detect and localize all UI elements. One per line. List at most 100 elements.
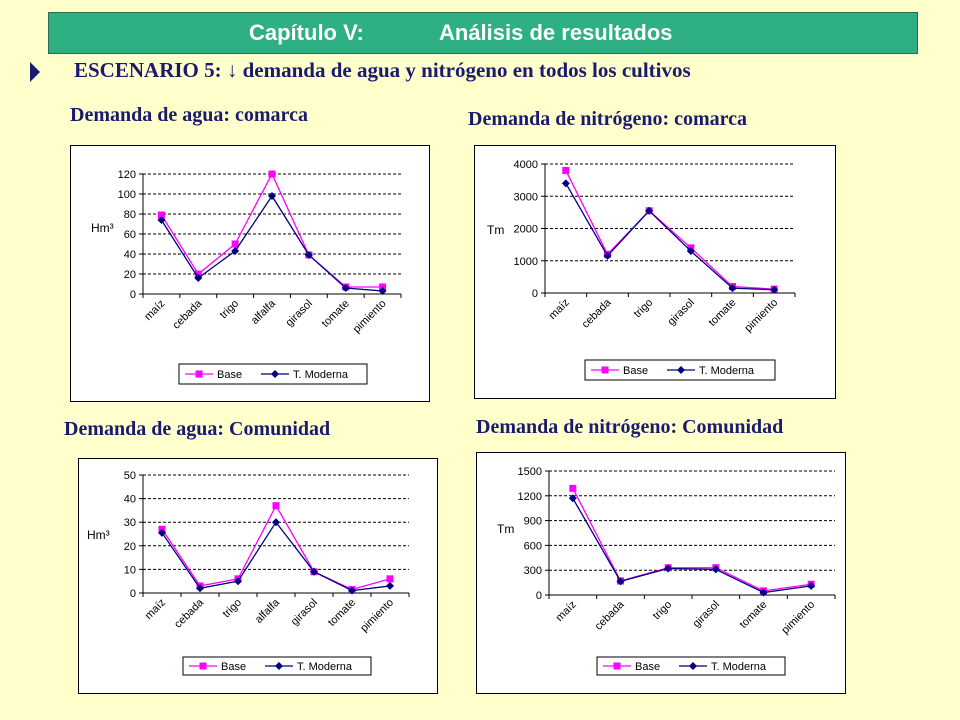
chart-title-agua-comarca: Demanda de agua: comarca: [70, 104, 308, 126]
data-point-moderna: [158, 528, 166, 537]
data-point-moderna: [234, 577, 242, 586]
y-axis-label: Tm: [497, 522, 514, 536]
x-tick-label: maíz: [547, 297, 572, 322]
data-point-moderna: [341, 284, 350, 292]
chart-title-nitrogeno-comunidad: Demanda de nitrógeno: Comunidad: [476, 416, 784, 438]
legend-label-base: Base: [217, 369, 242, 381]
data-point-moderna: [231, 247, 240, 255]
x-tick-label: cebada: [580, 296, 615, 331]
data-point-moderna: [310, 567, 318, 576]
series-line-moderna: [565, 183, 775, 291]
series-line-base: [160, 172, 383, 288]
data-point-moderna: [568, 494, 577, 503]
data-point-base: [268, 170, 276, 178]
data-point-moderna: [348, 586, 356, 595]
x-tick-label: pimiento: [742, 297, 780, 335]
y-tick-label: 20: [124, 269, 136, 281]
x-tick-label: trigo: [218, 298, 242, 322]
legend-marker-base: [199, 662, 207, 670]
legend-marker-moderna: [689, 662, 697, 670]
data-point-moderna: [196, 584, 204, 593]
chart-svg: 0 10 20 30 40 50 Hm³ maíz cebada trigo alfalfa gira…: [87, 470, 410, 676]
chart-title-nitrogeno-comarca: Demanda de nitrógeno: comarca: [468, 108, 748, 130]
legend-marker-base: [613, 662, 621, 670]
x-tick-label: trigo: [632, 297, 656, 321]
x-tick-label: maíz: [554, 599, 579, 624]
data-point-moderna: [645, 206, 654, 215]
legend-label-moderna: T. Moderna: [293, 369, 349, 381]
legend-label-moderna: T. Moderna: [699, 365, 755, 377]
data-point-moderna: [664, 564, 673, 573]
x-tick-label: trigo: [220, 597, 244, 621]
y-tick-label: 300: [524, 565, 542, 577]
data-point-moderna: [194, 274, 203, 282]
legend-label-base: Base: [623, 365, 648, 377]
legend-marker-base: [601, 366, 609, 374]
y-axis-label: Hm³: [87, 528, 110, 542]
x-tick-label: girasol: [691, 599, 722, 630]
data-point-base: [157, 211, 165, 219]
series-line-moderna: [572, 497, 812, 594]
x-tick-label: trigo: [651, 599, 675, 623]
y-axis-label: Hm³: [91, 221, 114, 235]
x-tick-label: girasol: [284, 298, 315, 329]
data-point-moderna: [157, 216, 166, 224]
y-tick-label: 30: [124, 517, 136, 529]
chapter-title: Análisis de resultados: [439, 20, 673, 45]
y-tick-label: 4000: [514, 159, 538, 171]
chart-svg: 0 300 600 900 1200 1500 Tm maíz cebada trigo giras…: [497, 466, 836, 676]
x-tick-label: pimiento: [358, 597, 396, 635]
y-tick-label: 50: [124, 470, 136, 482]
data-point-moderna: [728, 284, 737, 293]
data-point-moderna: [561, 179, 570, 188]
data-point-base: [194, 270, 202, 278]
chapter-header: Capítulo V: Análisis de resultados: [48, 12, 918, 54]
legend-label-base: Base: [221, 661, 246, 673]
data-point-moderna: [759, 588, 768, 597]
scenario-text: ESCENARIO 5: ↓ demanda de agua y nitróge…: [74, 58, 691, 82]
x-tick-label: tomate: [320, 298, 352, 330]
series-line-base: [565, 170, 775, 290]
y-tick-label: 3000: [514, 191, 538, 203]
chapter-label: Capítulo V:: [249, 20, 364, 45]
legend-label-moderna: T. Moderna: [297, 661, 353, 673]
x-tick-label: girasol: [289, 597, 320, 628]
data-point-base: [386, 575, 394, 583]
legend-marker-moderna: [271, 370, 279, 378]
data-point-moderna: [807, 581, 816, 590]
y-axis-label: Tm: [487, 223, 504, 237]
y-tick-label: 20: [124, 541, 136, 553]
x-tick-label: cebada: [170, 297, 205, 332]
x-tick-label: pimiento: [779, 599, 817, 637]
chart-nitrogeno-comunidad: 0 300 600 900 1200 1500 Tm maíz cebada trigo giras…: [476, 452, 846, 694]
y-tick-label: 0: [532, 288, 538, 300]
y-tick-label: 1200: [518, 491, 542, 503]
x-tick-label: cebada: [593, 598, 628, 633]
data-point-base: [272, 502, 280, 510]
legend-marker-moderna: [275, 662, 283, 670]
legend-marker-base: [195, 370, 203, 378]
y-tick-label: 600: [524, 540, 542, 552]
data-point-moderna: [378, 287, 387, 295]
bullet-arrow-icon: [30, 62, 40, 82]
y-tick-label: 40: [124, 249, 136, 261]
chart-agua-comunidad: 0 10 20 30 40 50 Hm³ maíz cebada trigo alfalfa gira…: [78, 458, 438, 694]
data-point-base: [569, 484, 577, 492]
x-tick-label: cebada: [172, 596, 207, 631]
data-point-moderna: [272, 518, 280, 527]
y-tick-label: 40: [124, 494, 136, 506]
legend-label-base: Base: [635, 661, 660, 673]
x-tick-label: pimiento: [351, 298, 389, 336]
data-point-moderna: [603, 251, 612, 260]
data-point-moderna: [770, 285, 779, 294]
y-tick-label: 120: [118, 169, 136, 181]
data-point-moderna: [711, 565, 720, 574]
x-tick-label: girasol: [666, 297, 697, 328]
chart-title-agua-comunidad: Demanda de agua: Comunidad: [64, 418, 331, 440]
data-point-moderna: [268, 192, 276, 200]
series-line-moderna: [160, 194, 383, 292]
y-tick-label: 1500: [518, 466, 542, 478]
y-tick-label: 10: [124, 564, 136, 576]
data-point-moderna: [616, 577, 625, 586]
data-point-moderna: [686, 247, 695, 256]
